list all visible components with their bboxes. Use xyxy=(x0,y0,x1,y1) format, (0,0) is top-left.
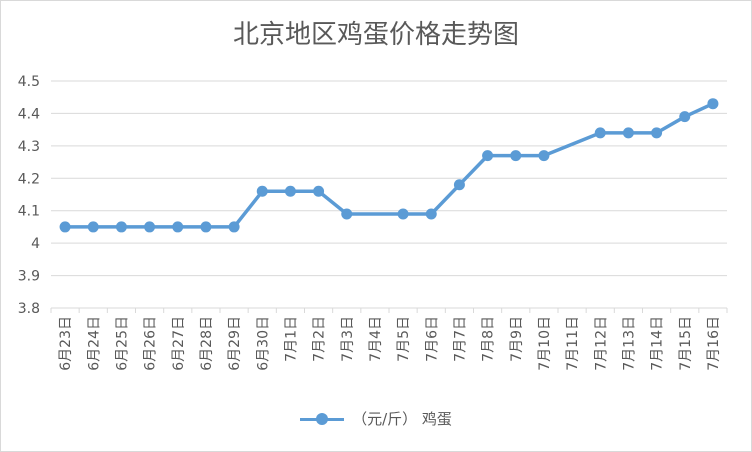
x-tick-label: 6月27日 xyxy=(171,316,187,371)
data-point xyxy=(453,179,465,191)
x-tick-label: 7月4日 xyxy=(368,316,384,362)
legend-label: （元/斤） 鸡蛋 xyxy=(352,410,452,428)
x-tick-label: 7月15日 xyxy=(678,316,694,371)
x-tick-label: 7月2日 xyxy=(312,316,328,362)
legend: （元/斤） 鸡蛋 xyxy=(0,408,752,429)
data-point xyxy=(87,221,99,233)
y-tick-label: 3.8 xyxy=(18,301,40,317)
data-point xyxy=(651,127,663,139)
x-tick-label: 7月5日 xyxy=(396,316,412,362)
data-point xyxy=(510,150,522,162)
chart-title: 北京地区鸡蛋价格走势图 xyxy=(232,20,519,50)
y-tick-label: 4.1 xyxy=(18,204,40,220)
data-point xyxy=(256,185,268,197)
x-tick-label: 7月6日 xyxy=(424,316,440,362)
data-point xyxy=(425,208,437,220)
x-tick-label: 6月25日 xyxy=(114,316,130,371)
x-tick-label: 7月14日 xyxy=(650,316,666,371)
data-point xyxy=(144,221,156,233)
x-tick-label: 7月1日 xyxy=(283,316,299,362)
x-tick-label: 6月26日 xyxy=(143,316,159,371)
x-tick-label: 7月13日 xyxy=(621,316,637,371)
data-point xyxy=(707,98,719,110)
x-tick-label: 7月11日 xyxy=(565,316,581,371)
data-point xyxy=(594,127,606,139)
data-point xyxy=(172,221,184,233)
x-tick-label: 7月3日 xyxy=(340,316,356,362)
series-line xyxy=(65,102,714,229)
data-point xyxy=(341,208,353,220)
x-tick-label: 7月7日 xyxy=(452,316,468,362)
x-tick-label: 7月9日 xyxy=(509,316,525,362)
x-tick-label: 7月12日 xyxy=(593,316,609,371)
data-point xyxy=(622,127,634,139)
x-tick-label: 7月16日 xyxy=(706,316,722,371)
x-tick-label: 6月30日 xyxy=(255,316,271,371)
y-tick-label: 4 xyxy=(31,236,40,252)
data-point xyxy=(228,221,240,233)
y-tick-label: 4.2 xyxy=(18,171,40,187)
data-point xyxy=(115,221,127,233)
data-point xyxy=(284,185,296,197)
y-tick-label: 4.5 xyxy=(18,74,40,90)
x-tick-label: 6月29日 xyxy=(227,316,243,371)
y-tick-label: 4.4 xyxy=(18,106,40,122)
data-point xyxy=(200,221,212,233)
data-point xyxy=(679,111,691,123)
legend-marker xyxy=(300,412,345,425)
y-tick-label: 4.3 xyxy=(18,139,40,155)
data-point xyxy=(538,150,550,162)
x-tick-label: 7月8日 xyxy=(481,316,497,362)
data-point xyxy=(397,208,409,220)
data-point xyxy=(313,185,325,197)
y-tick-label: 3.9 xyxy=(18,269,40,285)
x-tick-label: 7月10日 xyxy=(537,316,553,371)
data-point xyxy=(59,221,71,233)
x-tick-label: 6月28日 xyxy=(199,316,215,371)
data-point xyxy=(482,150,494,162)
x-tick-label: 6月23日 xyxy=(58,316,74,371)
x-tick-label: 6月24日 xyxy=(86,316,102,371)
